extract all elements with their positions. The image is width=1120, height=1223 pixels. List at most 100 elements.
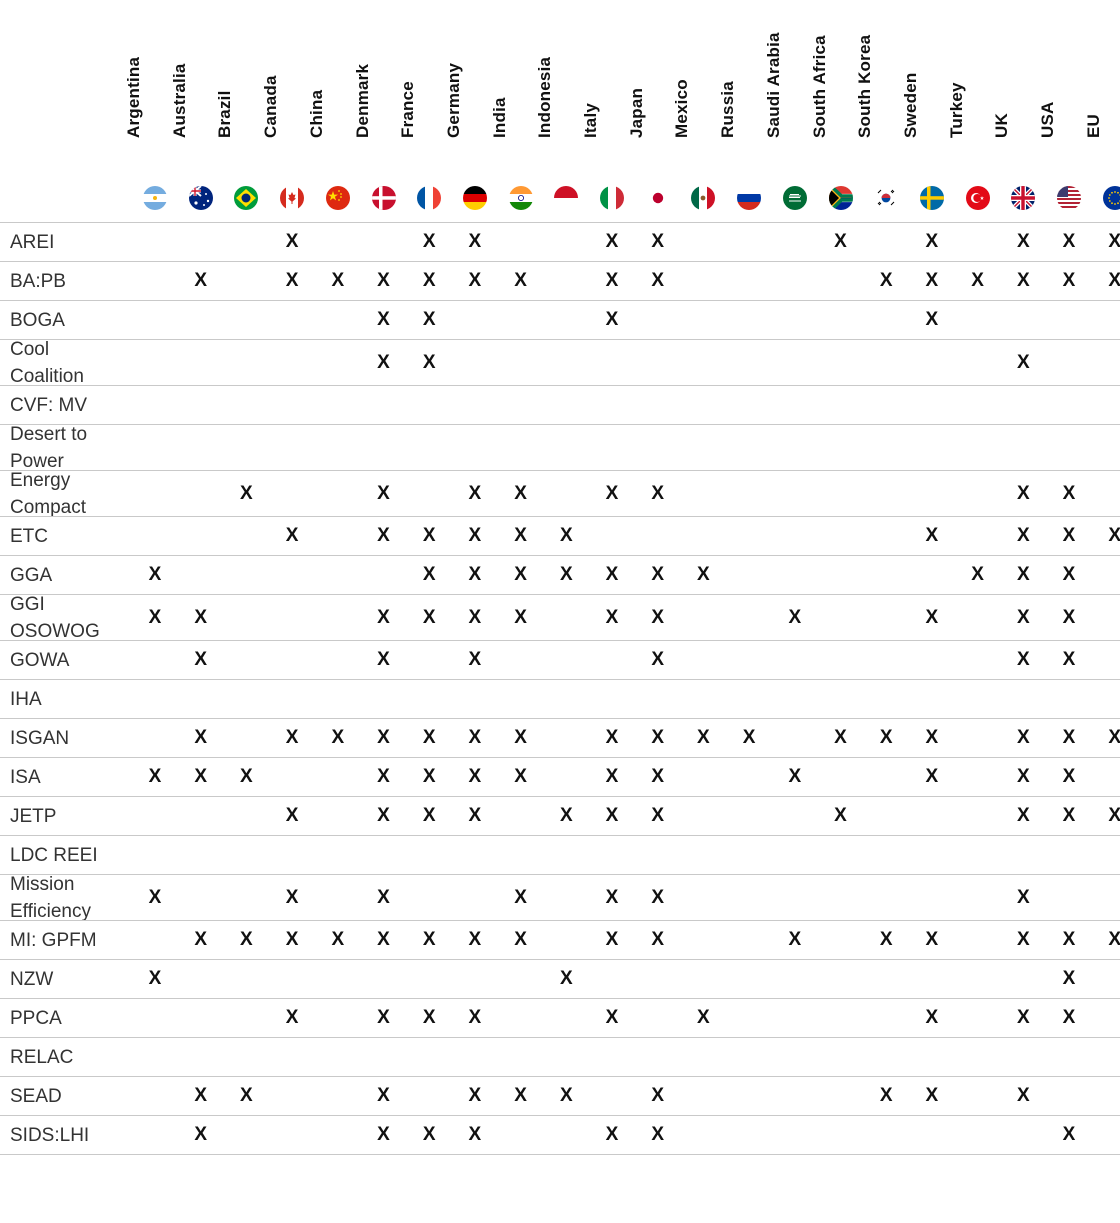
column-header-label: Canada [261,75,281,138]
row-divider [0,555,1120,556]
membership-mark: X [468,1124,482,1145]
membership-mark: X [377,606,390,628]
membership-mark: X [834,805,847,826]
membership-mark: X [971,270,984,291]
membership-mark: X [148,564,162,585]
membership-mark: X [651,649,665,670]
membership-mark: X [422,564,436,585]
membership-mark: X [514,727,527,748]
membership-mark: X [559,525,573,546]
membership-mark: X [1062,968,1076,989]
membership-mark: X [1016,270,1030,291]
membership-mark: X [925,231,939,252]
membership-mark: X [422,270,436,291]
membership-mark: X [1108,525,1120,546]
row-divider [0,1154,1120,1155]
membership-mark: X [1016,649,1030,670]
row-divider [0,516,1120,517]
membership-mark: X [1062,482,1076,504]
membership-mark: X [605,606,619,628]
membership-mark: X [1062,929,1076,950]
membership-mark: X [925,929,939,950]
column-header-label: South Korea [855,34,875,138]
column-header-label: Brazil [215,90,235,139]
membership-mark: X [422,1007,436,1028]
membership-mark: X [285,929,299,950]
row-label: ISGAN [10,727,70,749]
membership-mark: X [651,929,665,950]
membership-mark: X [194,270,208,291]
membership-mark: X [1062,766,1076,787]
membership-mark: X [651,1124,665,1145]
china-flag-icon [325,186,350,210]
membership-mark: X [651,766,665,787]
membership-mark: X [285,805,299,826]
membership-mark: X [377,309,390,330]
membership-mark: X [194,1124,208,1145]
membership-mark: X [925,766,939,787]
membership-mark: X [240,929,253,950]
russia-flag-icon [737,186,762,210]
membership-mark: X [422,727,436,748]
membership-mark: X [605,309,619,330]
membership-mark: X [1016,805,1030,826]
membership-mark: X [1108,231,1120,252]
membership-mark: X [468,525,482,546]
membership-mark: X [514,1085,527,1106]
row-label: MI: GPFM [10,929,97,951]
row-divider [0,1037,1120,1038]
membership-mark: X [377,525,390,546]
membership-mark: X [651,564,665,585]
column-header-label: South Africa [809,35,829,138]
membership-mark: X [285,525,299,546]
italy-flag-icon [600,186,624,210]
membership-mark: X [1016,231,1030,252]
column-header-label: EU [1083,113,1103,138]
membership-mark: X [834,727,847,748]
denmark-flag-icon [371,186,396,210]
row-divider [0,385,1120,386]
column-header-label: Argentina [124,56,143,138]
row-divider [0,339,1120,340]
column-header-label: Germany [443,62,463,138]
membership-mark: X [651,727,665,748]
membership-mark: X [1016,606,1030,628]
row-label: JETP [10,805,57,827]
row-label: ETC [10,525,48,547]
membership-mark: X [879,270,893,291]
membership-mark: X [285,270,299,291]
row-divider [0,679,1120,680]
membership-mark: X [1108,929,1120,950]
membership-mark: X [468,929,482,950]
membership-mark: X [925,309,939,330]
membership-mark: X [194,766,208,787]
membership-mark: X [1016,1007,1030,1028]
membership-mark: X [468,649,482,670]
membership-mark: X [788,766,802,787]
row-divider [0,718,1120,719]
row-divider [0,920,1120,921]
membership-mark: X [285,231,299,252]
membership-mark: X [834,231,847,252]
membership-mark: X [514,525,527,546]
south-africa-flag-icon [828,186,853,210]
membership-mark: X [468,766,482,787]
membership-mark: X [1062,1007,1076,1028]
membership-mark: X [468,1007,482,1028]
turkey-flag-icon [965,186,990,210]
south-korea-flag-icon [874,186,899,210]
membership-mark: X [1016,1085,1030,1106]
membership-mark: X [559,1085,573,1106]
membership-mark: X [422,525,436,546]
membership-mark: X [468,231,482,252]
france-flag-icon [417,186,442,210]
membership-mark: X [605,727,619,748]
membership-mark: X [1016,727,1030,748]
membership-mark: X [468,1085,482,1106]
membership-mark: X [697,1007,710,1028]
membership-mark: X [422,929,436,950]
membership-mark: X [788,929,802,950]
membership-mark: X [422,766,436,787]
row-label: Mission Efficiency [10,873,91,922]
membership-mark: X [559,805,573,826]
